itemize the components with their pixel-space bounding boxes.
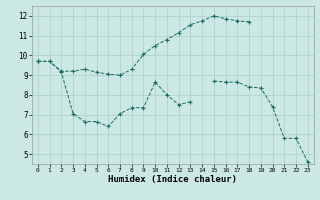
X-axis label: Humidex (Indice chaleur): Humidex (Indice chaleur): [108, 175, 237, 184]
